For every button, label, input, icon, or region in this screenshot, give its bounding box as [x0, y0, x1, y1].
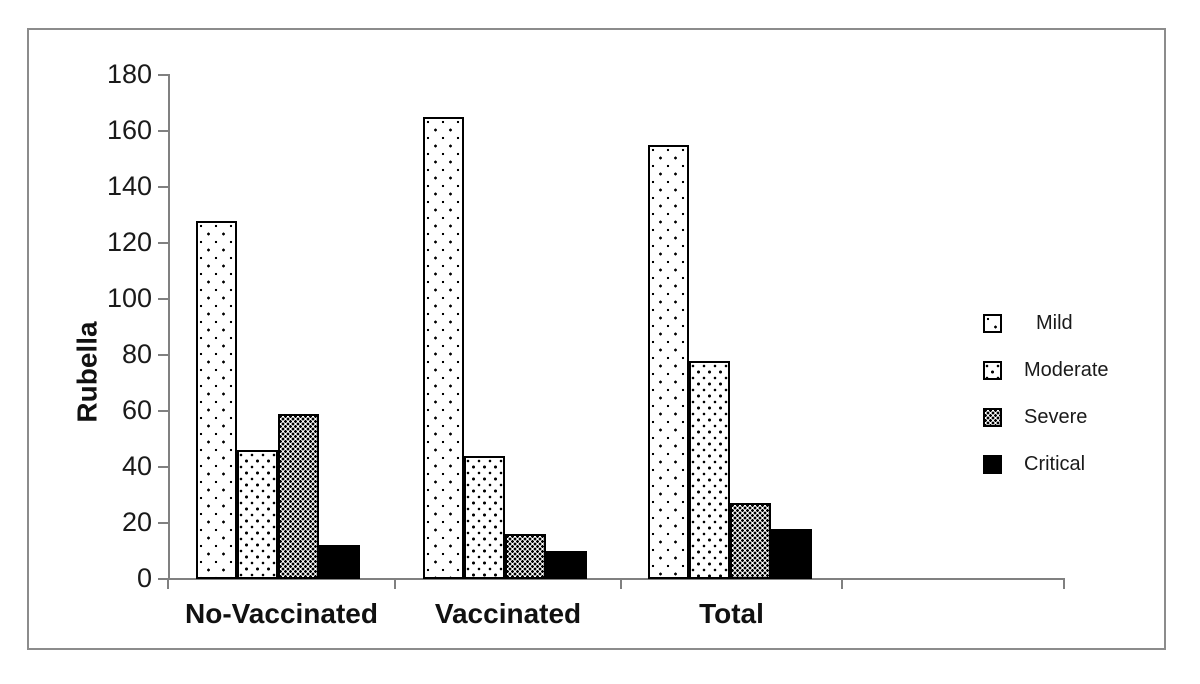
y-tick-100: [158, 298, 169, 300]
y-tick-label-20: 20: [121, 507, 152, 537]
bar-critical-vaccinated: [546, 551, 587, 579]
legend-swatch-critical-icon: [983, 455, 1002, 474]
legend-item-mild: Mild: [983, 312, 1073, 334]
legend-item-critical: Critical: [983, 453, 1086, 475]
y-tick-label-100: 100: [106, 283, 152, 313]
y-tick-20: [158, 522, 169, 524]
x-tick-4: [1063, 579, 1065, 589]
legend-item-moderate: Moderate: [983, 359, 1109, 381]
y-tick-label-140: 140: [106, 171, 152, 201]
x-tick-3: [841, 579, 843, 589]
legend-swatch-moderate-icon: [983, 361, 1002, 380]
x-tick-2: [620, 579, 622, 589]
y-tick-label-60: 60: [121, 395, 152, 425]
legend-swatch-severe-icon: [983, 408, 1002, 427]
y-tick-40: [158, 466, 169, 468]
legend-label-mild: Mild: [1036, 312, 1073, 334]
legend-label-severe: Severe: [1024, 406, 1088, 428]
bar-severe-total: [730, 503, 771, 579]
bar-critical-no-vaccinated: [319, 545, 360, 579]
y-tick-label-160: 160: [106, 115, 152, 145]
y-axis-line: [168, 74, 170, 580]
bar-severe-no-vaccinated: [278, 414, 319, 579]
category-label-vaccinated: Vaccinated: [434, 598, 582, 629]
legend-item-severe: Severe: [983, 406, 1088, 428]
y-tick-80: [158, 354, 169, 356]
bar-mild-no-vaccinated: [196, 221, 237, 579]
y-tick-label-40: 40: [121, 451, 152, 481]
bar-moderate-total: [689, 361, 730, 579]
legend-swatch-mild-icon: [983, 314, 1002, 333]
bar-critical-total: [771, 529, 812, 579]
category-label-no-vaccinated: No-Vaccinated: [185, 598, 378, 629]
y-tick-label-0: 0: [136, 563, 152, 593]
category-label-total: Total: [699, 598, 764, 629]
bar-mild-total: [648, 145, 689, 579]
x-tick-1: [394, 579, 396, 589]
bar-moderate-no-vaccinated: [237, 450, 278, 579]
y-tick-140: [158, 186, 169, 188]
y-tick-0: [158, 578, 169, 580]
y-tick-60: [158, 410, 169, 412]
x-tick-0: [167, 579, 169, 589]
bar-moderate-vaccinated: [464, 456, 505, 579]
y-tick-120: [158, 242, 169, 244]
x-axis-line: [168, 578, 1065, 580]
y-tick-label-80: 80: [121, 339, 152, 369]
y-tick-160: [158, 130, 169, 132]
legend-label-critical: Critical: [1024, 453, 1086, 475]
y-tick-label-180: 180: [106, 59, 152, 89]
bar-mild-vaccinated: [423, 117, 464, 579]
legend-label-moderate: Moderate: [1024, 359, 1109, 381]
y-tick-label-120: 120: [106, 227, 152, 257]
bar-severe-vaccinated: [505, 534, 546, 579]
y-tick-180: [158, 74, 169, 76]
